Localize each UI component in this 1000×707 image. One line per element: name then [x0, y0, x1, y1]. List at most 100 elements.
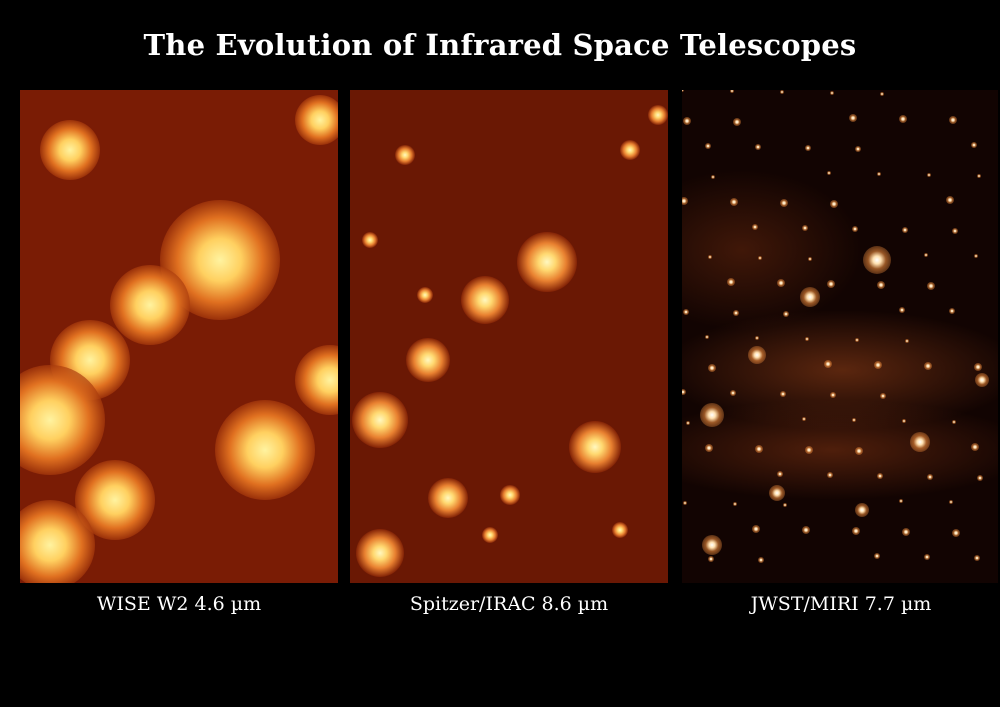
star-blob: [682, 389, 686, 395]
star-blob: [802, 526, 810, 534]
star-blob: [977, 174, 981, 178]
star-blob: [755, 144, 761, 150]
star-blob: [827, 280, 835, 288]
star-blob: [428, 478, 468, 518]
star-blob: [362, 232, 378, 248]
star-blob: [902, 528, 910, 536]
star-blob: [852, 226, 858, 232]
star-blob: [612, 522, 628, 538]
star-blob: [20, 365, 105, 475]
star-blob: [758, 557, 764, 563]
star-blob: [777, 471, 783, 477]
star-blob: [805, 337, 809, 341]
star-blob: [110, 265, 190, 345]
star-blob: [752, 525, 760, 533]
star-blob: [952, 228, 958, 234]
star-blob: [780, 391, 786, 397]
star-blob: [827, 171, 831, 175]
star-blob: [899, 115, 907, 123]
star-blob: [830, 91, 834, 95]
star-blob: [977, 475, 983, 481]
star-blob: [902, 227, 908, 233]
star-blob: [924, 554, 930, 560]
star-blob: [877, 172, 881, 176]
star-blob: [949, 500, 953, 504]
star-blob: [705, 335, 709, 339]
star-blob: [974, 555, 980, 561]
star-blob: [705, 444, 713, 452]
star-blob: [780, 90, 784, 94]
star-blob: [952, 529, 960, 537]
jwst-label: JWST/MIRI 7.7 µm: [750, 593, 932, 615]
star-blob: [852, 527, 860, 535]
star-blob: [295, 95, 338, 145]
star-blob: [461, 276, 509, 324]
star-blob: [215, 400, 315, 500]
star-blob: [855, 503, 869, 517]
star-blob: [899, 499, 903, 503]
star-blob: [971, 142, 977, 148]
star-blob: [705, 143, 711, 149]
star-blob: [949, 308, 955, 314]
star-blob: [683, 309, 689, 315]
star-blob: [975, 373, 989, 387]
star-blob: [648, 105, 668, 125]
star-blob: [727, 278, 735, 286]
star-blob: [758, 256, 762, 260]
star-blob: [924, 362, 932, 370]
star-blob: [708, 364, 716, 372]
star-blob: [830, 200, 838, 208]
wise-label: WISE W2 4.6 µm: [96, 593, 262, 615]
star-blob: [877, 281, 885, 289]
star-blob: [783, 311, 789, 317]
star-blob: [730, 390, 736, 396]
star-blob: [946, 196, 954, 204]
star-blob: [780, 199, 788, 207]
star-blob: [733, 118, 741, 126]
star-blob: [702, 535, 722, 555]
star-blob: [700, 403, 724, 427]
star-blob: [855, 447, 863, 455]
star-blob: [517, 232, 577, 292]
star-blob: [748, 346, 766, 364]
figure-title: The Evolution of Infrared Space Telescop…: [143, 28, 857, 62]
star-blob: [395, 145, 415, 165]
star-blob: [406, 338, 450, 382]
star-blob: [830, 392, 836, 398]
star-blob: [874, 553, 880, 559]
star-blob: [899, 307, 905, 313]
star-blob: [949, 116, 957, 124]
star-blob: [352, 392, 408, 448]
star-blob: [708, 556, 714, 562]
star-blob: [733, 502, 737, 506]
star-blob: [910, 432, 930, 452]
spitzer-image-panel: [350, 90, 668, 583]
star-blob: [971, 443, 979, 451]
star-blob: [855, 146, 861, 152]
star-blob: [20, 500, 95, 583]
star-blob: [974, 254, 978, 258]
star-blob: [733, 310, 739, 316]
star-blob: [755, 445, 763, 453]
star-blob: [902, 419, 906, 423]
star-blob: [927, 474, 933, 480]
star-blob: [880, 393, 886, 399]
star-blob: [952, 420, 956, 424]
star-blob: [905, 339, 909, 343]
star-blob: [417, 287, 433, 303]
star-blob: [855, 338, 859, 342]
star-blob: [805, 145, 811, 151]
star-blob: [482, 527, 498, 543]
star-blob: [800, 287, 820, 307]
star-blob: [295, 345, 338, 415]
star-blob: [40, 120, 100, 180]
wise-image-panel: [20, 90, 338, 583]
star-blob: [863, 246, 891, 274]
star-blob: [974, 363, 982, 371]
star-blob: [769, 485, 785, 501]
star-blob: [852, 418, 856, 422]
star-blob: [802, 225, 808, 231]
star-blob: [802, 417, 806, 421]
star-blob: [569, 421, 621, 473]
star-blob: [711, 175, 715, 179]
